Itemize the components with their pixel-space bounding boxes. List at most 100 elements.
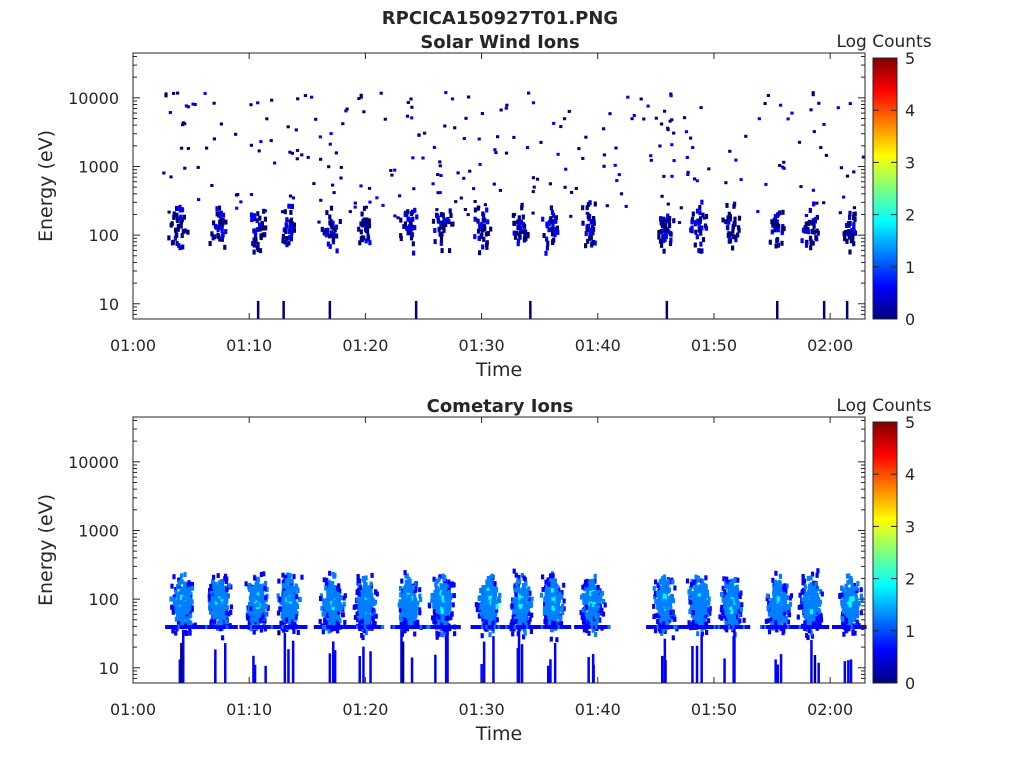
heatmap-cell [704,225,708,231]
heatmap-cell [182,630,185,683]
y-tick-label: 1000 [78,157,119,176]
heatmap-cell [260,595,265,601]
heatmap-cell [608,112,612,116]
x-tick-label: 01:40 [575,336,621,355]
heatmap-cell [172,91,176,95]
heatmap-cell [190,585,195,591]
heatmap-cell [245,625,249,629]
heatmap-cell [773,214,777,220]
heatmap-cell [659,608,663,614]
heatmap-cell [661,627,665,633]
heatmap-cell [672,218,676,224]
heatmap-cell [725,225,730,231]
heatmap-cell [320,605,324,611]
heatmap-cell [434,582,438,588]
heatmap-cell [328,214,332,220]
heatmap-cell [433,239,437,245]
heatmap-cell [341,625,345,629]
heatmap-cell [276,593,280,599]
heatmap-cell [776,223,780,229]
heatmap-cell [592,613,596,619]
heatmap-cell [654,116,658,120]
heatmap-cell [177,625,181,629]
heatmap-cell [446,583,450,588]
heatmap-cell [494,151,498,155]
heatmap-cell [324,228,328,234]
heatmap-cell [557,625,561,629]
heatmap-cell [861,155,865,159]
heatmap-cell [694,574,698,580]
heatmap-cell [819,146,823,149]
heatmap-cell [337,606,341,612]
heatmap-cell [181,618,185,624]
heatmap-cell [552,580,556,586]
heatmap-cell [435,610,439,616]
heatmap-cell [797,140,802,144]
heatmap-cell [478,250,482,256]
heatmap-cell [361,593,365,599]
heatmap-cell [519,612,523,618]
heatmap-cell [488,632,492,638]
heatmap-cell [287,581,292,587]
heatmap-cell [603,625,607,629]
heatmap-cell [378,625,383,629]
heatmap-cell [592,602,596,607]
heatmap-cell [564,167,568,171]
heatmap-cell [399,603,404,609]
heatmap-cell [673,585,677,591]
heatmap-cell [518,220,522,225]
heatmap-cell [560,590,564,596]
heatmap-cell [283,209,287,215]
heatmap-cell [436,603,440,609]
heatmap-cell [666,599,670,605]
heatmap-cell [214,592,218,598]
heatmap-cell [331,236,336,242]
heatmap-cell [499,625,504,629]
heatmap-cell [701,593,705,599]
heatmap-cell [281,608,285,614]
heatmap-cell [551,583,555,589]
heatmap-cell [664,659,667,683]
heatmap-cell [372,622,376,628]
heatmap-cell [310,95,314,99]
heatmap-cell [763,102,767,105]
heatmap-cell [219,586,223,592]
heatmap-cell [367,218,371,224]
heatmap-cell [476,625,481,629]
heatmap-cell [597,594,601,600]
heatmap-cell [679,206,683,210]
heatmap-cell [527,597,531,602]
heatmap-cell [660,242,664,248]
heatmap-cell [822,122,826,126]
heatmap-cell [222,620,226,625]
heatmap-cell [208,241,212,246]
heatmap-cell [522,634,526,640]
heatmap-cell [404,592,408,598]
heatmap-cell [654,598,658,604]
heatmap-cell [439,220,443,226]
heatmap-cell [694,611,698,617]
heatmap-cell [239,625,243,629]
heatmap-cell [775,213,779,219]
heatmap-cell [699,590,703,595]
heatmap-cell [291,606,296,612]
heatmap-cell [668,215,672,221]
heatmap-cell [438,164,442,168]
heatmap-cell [691,146,695,149]
heatmap-cell [334,151,338,155]
heatmap-cell [822,201,826,205]
heatmap-cell [693,177,697,181]
heatmap-cell [582,617,587,622]
heatmap-cell [811,240,815,246]
heatmap-cell [478,162,482,166]
heatmap-cell [556,152,560,156]
heatmap-cell [450,97,455,101]
heatmap-cell [254,625,258,629]
heatmap-cell [220,591,224,597]
heatmap-cell [588,591,593,596]
heatmap-cell [364,205,368,209]
heatmap-cell [259,589,263,595]
heatmap-cell [335,248,339,254]
heatmap-cell [790,111,794,115]
heatmap-cell [418,587,422,593]
